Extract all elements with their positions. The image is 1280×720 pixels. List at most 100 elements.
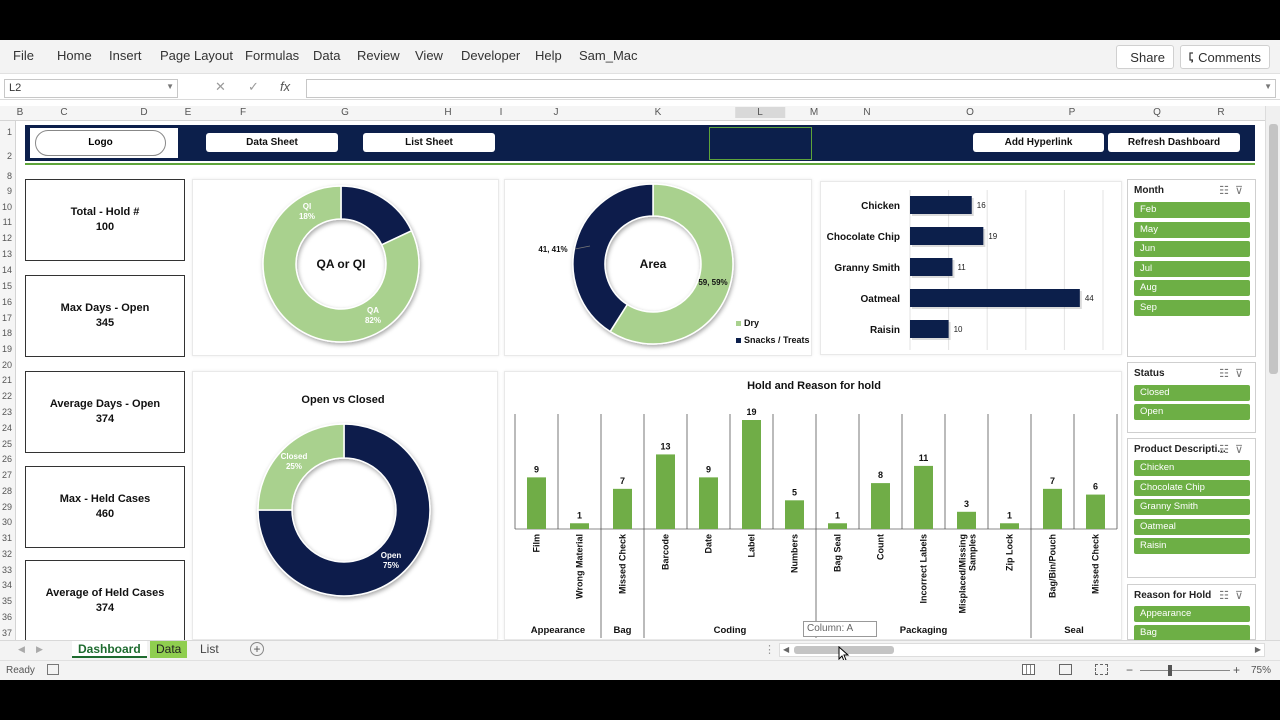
row-header-24[interactable]: 24 [1, 423, 12, 433]
slice-open[interactable] [257, 423, 431, 597]
row-header-21[interactable]: 21 [1, 375, 12, 385]
tab-view[interactable]: View [415, 48, 443, 63]
tab-data[interactable]: Data [313, 48, 341, 63]
name-box[interactable]: L2 ▼ [4, 79, 178, 98]
row-header-13[interactable]: 13 [1, 249, 12, 259]
multi-select-icon[interactable]: ☷⊽ [1219, 590, 1249, 602]
row-header-15[interactable]: 15 [1, 281, 12, 291]
tab-home[interactable]: Home [57, 48, 92, 63]
row-header-34[interactable]: 34 [1, 580, 12, 590]
column-header-p[interactable]: P [1068, 107, 1076, 118]
bar-granny-smith[interactable] [910, 258, 953, 276]
selected-cell[interactable] [709, 127, 812, 160]
hold-reason-chart-panel[interactable]: Hold and Reason for hold 9 Film 1 Wrong Mate… [504, 371, 1122, 640]
row-header-11[interactable]: 11 [2, 217, 12, 227]
column-header-i[interactable]: I [499, 107, 503, 118]
normal-view-icon[interactable] [1022, 664, 1035, 675]
column-header-n[interactable]: N [863, 107, 871, 118]
bar-label[interactable] [742, 420, 761, 529]
multi-select-icon[interactable]: ☷⊽ [1219, 185, 1249, 197]
row-header-36[interactable]: 36 [1, 612, 12, 622]
area-chart-panel[interactable]: Area 59, 59% 41, 41% Dry Snacks / Treats [504, 179, 812, 356]
add-sheet-icon[interactable]: + [250, 642, 264, 656]
row-header-1[interactable]: 1 [6, 127, 12, 137]
tab-file[interactable]: File [13, 48, 34, 63]
horizontal-scroll-thumb[interactable] [794, 646, 894, 654]
scroll-tabs-right-icon[interactable]: ▶ [36, 644, 43, 654]
slicer-item-open[interactable]: Open [1134, 404, 1250, 420]
row-header-27[interactable]: 27 [1, 470, 12, 480]
row-header-25[interactable]: 25 [1, 439, 12, 449]
row-header-30[interactable]: 30 [1, 517, 12, 527]
row-header-28[interactable]: 28 [1, 486, 12, 496]
column-header-m[interactable]: M [809, 107, 819, 118]
bar-incorrect-labels[interactable] [914, 465, 933, 529]
page-layout-view-icon[interactable] [1059, 664, 1072, 675]
column-header-f[interactable]: F [239, 107, 247, 118]
vertical-scrollbar[interactable] [1265, 106, 1280, 640]
slicer-item-chocolate-chip[interactable]: Chocolate Chip [1134, 480, 1250, 496]
multi-select-icon[interactable]: ☷⊽ [1219, 444, 1249, 456]
zoom-slider-handle[interactable] [1168, 665, 1172, 676]
scroll-thumb[interactable] [1269, 124, 1278, 374]
bar-chicken[interactable] [910, 196, 972, 214]
row-header-17[interactable]: 17 [1, 313, 12, 323]
row-header-22[interactable]: 22 [1, 391, 12, 401]
refresh-dashboard-button[interactable]: Refresh Dashboard [1108, 133, 1240, 152]
function-icon[interactable]: fx [280, 79, 291, 94]
zoom-in-icon[interactable]: + [1233, 663, 1241, 677]
page-break-view-icon[interactable] [1095, 664, 1108, 675]
column-header-b[interactable]: B [16, 107, 24, 118]
column-header-k[interactable]: K [654, 107, 662, 118]
slicer-item-raisin[interactable]: Raisin [1134, 538, 1250, 554]
row-header-23[interactable]: 23 [1, 407, 12, 417]
slice-qa[interactable] [262, 185, 420, 343]
slice-dry[interactable] [609, 183, 734, 345]
data-sheet-button[interactable]: Data Sheet [206, 133, 338, 152]
bar-misplaced-missing-samples[interactable] [957, 511, 976, 529]
bar-film[interactable] [527, 477, 546, 529]
zoom-slider-track[interactable] [1140, 670, 1230, 671]
row-header-32[interactable]: 32 [1, 549, 12, 559]
scroll-left-icon[interactable]: ◀ [783, 645, 790, 654]
row-header-14[interactable]: 14 [1, 265, 12, 275]
slicer-item-aug[interactable]: Aug [1134, 280, 1250, 296]
list-sheet-button[interactable]: List Sheet [363, 133, 495, 152]
zoom-out-icon[interactable]: − [1126, 663, 1134, 677]
slicer-item-granny-smith[interactable]: Granny Smith [1134, 499, 1250, 515]
comments-button[interactable]: Comments [1180, 45, 1270, 69]
slicer-item-jul[interactable]: Jul [1134, 261, 1250, 277]
bar-zip-lock[interactable] [1000, 523, 1019, 529]
bar-barcode[interactable] [656, 454, 675, 529]
row-header-10[interactable]: 10 [1, 202, 12, 212]
row-header-12[interactable]: 12 [1, 233, 12, 243]
bar-oatmeal[interactable] [910, 289, 1080, 307]
tab-help[interactable]: Help [535, 48, 562, 63]
slicer-item-closed[interactable]: Closed [1134, 385, 1250, 401]
row-header-20[interactable]: 20 [1, 360, 12, 370]
row-header-37[interactable]: 37 [1, 628, 12, 638]
column-header-d[interactable]: D [140, 107, 148, 118]
row-header-33[interactable]: 33 [1, 565, 12, 575]
slicer-item-chicken[interactable]: Chicken [1134, 460, 1250, 476]
column-header-l[interactable]: L [735, 107, 785, 118]
formula-input[interactable]: ▼ [306, 79, 1276, 98]
add-hyperlink-button[interactable]: Add Hyperlink [973, 133, 1104, 152]
column-header-j[interactable]: J [553, 107, 559, 118]
slicer-item-oatmeal[interactable]: Oatmeal [1134, 519, 1250, 535]
column-header-q[interactable]: Q [1153, 107, 1161, 118]
row-header-18[interactable]: 18 [1, 328, 12, 338]
bar-bag-bin-pouch[interactable] [1043, 488, 1062, 529]
share-button[interactable]: Share [1116, 45, 1174, 69]
bar-missed-check[interactable] [613, 488, 632, 529]
tab-review[interactable]: Review [357, 48, 400, 63]
row-header-26[interactable]: 26 [1, 454, 12, 464]
slicer-item-appearance[interactable]: Appearance [1134, 606, 1250, 622]
column-header-g[interactable]: G [341, 107, 349, 118]
column-header-e[interactable]: E [184, 107, 192, 118]
cancel-icon[interactable]: ✕ [215, 79, 226, 94]
bar-missed-check[interactable] [1086, 494, 1105, 529]
logo-placeholder[interactable]: Logo [35, 130, 166, 156]
confirm-icon[interactable]: ✓ [248, 79, 259, 94]
row-header-19[interactable]: 19 [1, 344, 12, 354]
